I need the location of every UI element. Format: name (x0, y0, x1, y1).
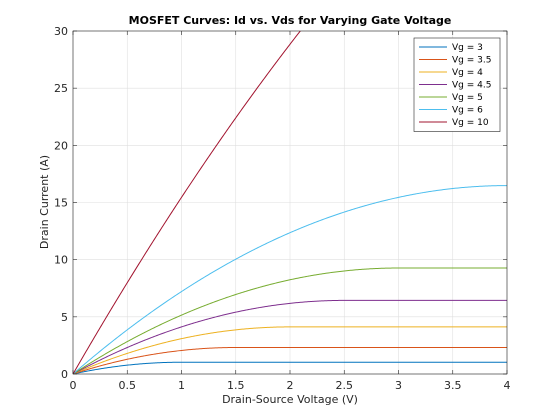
legend: Vg = 3 Vg = 3.5 Vg = 4 Vg = 4.5 Vg = 5 Vg = 6… (413, 37, 501, 132)
x-tick-label: 2.5 (336, 379, 354, 392)
series-layer (73, 31, 507, 374)
legend-label-1: Vg = 3.5 (452, 56, 491, 66)
series-line-4 (73, 267, 507, 374)
y-axis-label: Drain Current (A) (38, 155, 51, 249)
x-tick-label: 0.5 (119, 379, 137, 392)
y-tick-label: 15 (54, 197, 68, 210)
legend-label-5: Vg = 6 (452, 106, 483, 116)
y-tick-label: 5 (61, 311, 68, 324)
series-line-5 (73, 185, 507, 374)
legend-label-4: Vg = 5 (452, 93, 483, 103)
x-tick-label: 1.5 (227, 379, 245, 392)
x-tick-label: 3.5 (444, 379, 462, 392)
legend-label-0: Vg = 3 (452, 43, 483, 53)
legend-label-3: Vg = 4.5 (452, 81, 491, 91)
y-tick-label: 20 (54, 139, 68, 152)
y-tick-label: 30 (54, 25, 68, 38)
series-line-2 (73, 326, 507, 374)
legend-label-2: Vg = 4 (452, 68, 483, 78)
y-tick-label: 25 (54, 82, 68, 95)
x-tick-label: 3 (395, 379, 402, 392)
chart-title: MOSFET Curves: Id vs. Vds for Varying Ga… (129, 14, 452, 27)
y-tick-label: 0 (61, 368, 68, 381)
x-tick-label: 0 (70, 379, 77, 392)
series-line-6 (73, 31, 301, 374)
x-tick-label: 1 (178, 379, 185, 392)
x-tick-label: 2 (287, 379, 294, 392)
y-tick-label: 10 (54, 254, 68, 267)
x-axis-label: Drain-Source Voltage (V) (222, 393, 358, 406)
series-line-3 (73, 299, 507, 374)
series-line-0 (73, 361, 507, 374)
ticks: 0 0.5 1 1.5 2 2.5 3 3.5 4 0 5 10 15 20 25 30 (54, 25, 511, 392)
series-line-1 (73, 347, 507, 374)
legend-label-6: Vg = 10 (452, 118, 489, 128)
x-tick-label: 4 (504, 379, 511, 392)
